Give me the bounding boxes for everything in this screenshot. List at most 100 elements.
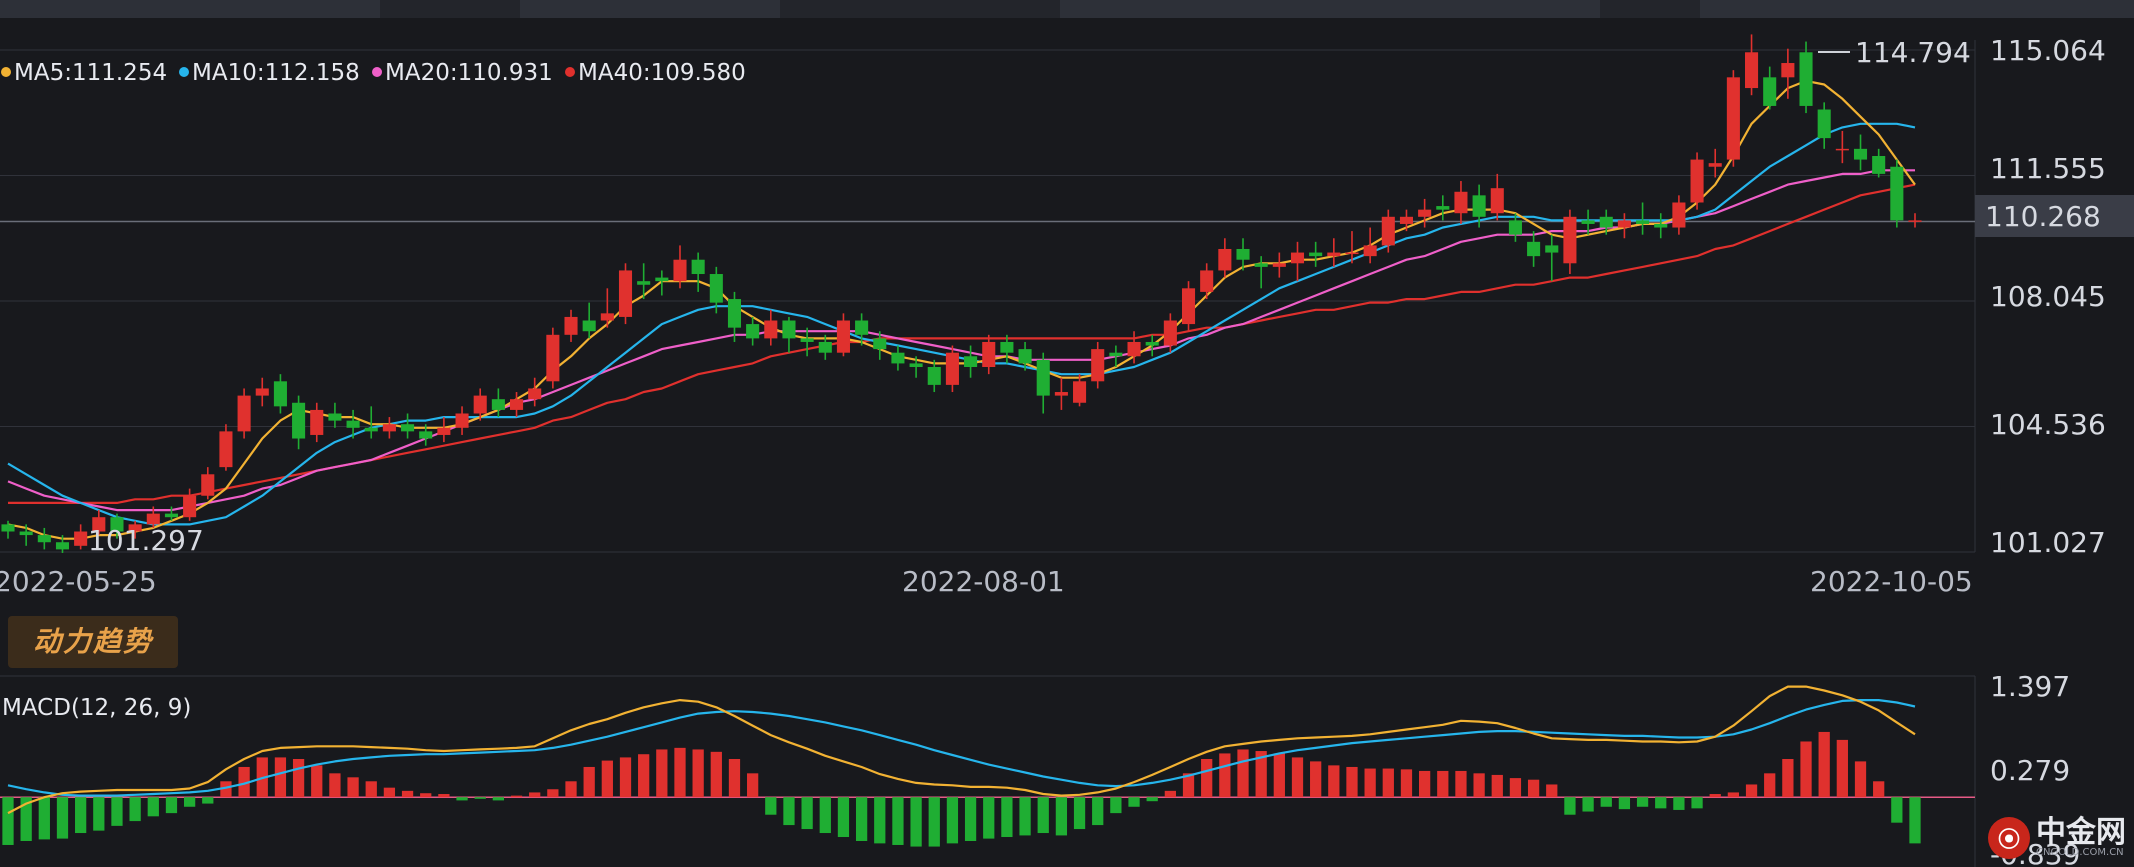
macd-bar — [1727, 792, 1740, 798]
macd-bar — [274, 757, 287, 798]
candle-body — [891, 352, 905, 364]
ma20-line — [7, 169, 1915, 512]
macd-bar — [474, 797, 486, 799]
macd-bar — [1328, 765, 1340, 798]
candle-body — [1236, 248, 1250, 260]
candle-body — [310, 409, 324, 435]
macd-bar — [1636, 797, 1649, 807]
candle-body — [1399, 216, 1414, 224]
macd-bar — [1164, 790, 1176, 798]
candle-body — [346, 420, 360, 428]
ma5-polyline — [7, 79, 1916, 540]
candle-body — [1781, 63, 1795, 78]
macd-bar — [1509, 778, 1522, 798]
candle-body — [836, 320, 850, 353]
candle-body — [1835, 148, 1849, 151]
candle-body — [1036, 359, 1050, 396]
candle-body — [655, 277, 669, 282]
candle-body — [491, 399, 505, 410]
candle-body — [1672, 202, 1686, 228]
candle-body — [1181, 288, 1196, 325]
macd-bar — [1346, 766, 1358, 798]
macd-bar — [819, 797, 831, 834]
candle-body — [455, 413, 469, 428]
macd-bar — [311, 765, 323, 798]
candle-body — [128, 524, 142, 532]
candle-body — [419, 431, 433, 439]
macd-bar — [638, 754, 650, 798]
macd-bar — [1310, 761, 1322, 798]
candle-body — [782, 320, 796, 339]
ma-legend: MA5:111.254 MA10:112.158 MA20:110.931 MA… — [1, 60, 746, 86]
candle-body — [237, 395, 251, 432]
candle-body — [1272, 263, 1286, 267]
candle-body — [1599, 216, 1613, 228]
date-axis: 2022-05-25 2022-08-01 2022-10-05 — [0, 565, 1973, 598]
macd-bar — [1691, 797, 1703, 809]
candle-body — [873, 338, 887, 350]
logo-name: 中金网 — [2036, 815, 2126, 850]
macd-bar — [238, 766, 250, 798]
candle-body — [1418, 209, 1432, 217]
candle-body — [164, 513, 178, 518]
top-tab[interactable] — [1700, 0, 2134, 18]
candlestick-series — [1, 34, 1922, 553]
macd-bar — [1437, 770, 1449, 798]
macd-title: MACD(12, 26, 9) — [2, 695, 191, 721]
macd-bar — [765, 797, 777, 815]
macd-bar — [1527, 779, 1540, 798]
candle-body — [1290, 252, 1305, 264]
candle-body — [964, 356, 978, 367]
macd-bar — [1001, 797, 1013, 838]
candle-body — [1853, 148, 1868, 160]
macd-bar — [1782, 758, 1794, 798]
ma5-dot — [1, 67, 11, 77]
y-tick-label: 104.536 — [1990, 408, 2106, 441]
low-annotation-label: 101.297 — [88, 524, 204, 557]
candle-body — [110, 517, 124, 532]
top-tab-bar — [0, 0, 2134, 18]
candle-body — [401, 424, 415, 432]
macd-bar — [129, 797, 141, 822]
candle-body — [1763, 77, 1777, 106]
top-tab[interactable] — [520, 0, 780, 18]
ma40-dot — [565, 67, 575, 77]
candle-body — [1563, 216, 1577, 264]
candle-body — [146, 513, 160, 525]
macd-bar — [456, 797, 468, 801]
candle-body — [1708, 163, 1722, 167]
momentum-indicator-badge[interactable]: 动力趋势 — [8, 616, 178, 668]
macd-bar — [510, 795, 523, 798]
macd-bar — [1110, 797, 1122, 814]
price-axis: 115.064 111.555 108.045 104.536 101.027 — [1990, 34, 2106, 559]
macd-bar — [1854, 761, 1867, 798]
candle-body — [1472, 195, 1486, 217]
candle-body — [945, 352, 959, 385]
macd-y-tick-label: 0.279 — [1990, 754, 2070, 787]
top-tab[interactable] — [0, 0, 380, 18]
candle-body — [1799, 52, 1813, 106]
macd-bar — [183, 797, 196, 807]
macd-bar — [202, 797, 214, 804]
macd-bar — [1255, 751, 1267, 798]
candle-body — [982, 341, 996, 367]
macd-bar — [1891, 797, 1903, 823]
candle-body — [1000, 341, 1014, 353]
candle-body — [219, 431, 233, 468]
macd-bar — [1673, 797, 1685, 810]
logo-domain: CNGOLD.COM.CN — [2036, 847, 2124, 858]
macd-y-tick-label: 1.397 — [1990, 670, 2070, 703]
macd-bar — [93, 797, 105, 831]
x-tick-label: 2022-05-25 — [0, 565, 157, 598]
macd-bar — [1800, 741, 1812, 798]
candle-body — [746, 324, 760, 339]
top-tab[interactable] — [1060, 0, 1600, 18]
y-tick-label: 115.064 — [1990, 34, 2106, 67]
candle-body — [364, 427, 378, 432]
ma40-polyline — [8, 183, 1916, 504]
candle-body — [1490, 188, 1504, 214]
candle-body — [19, 531, 33, 536]
macd-bar — [1019, 797, 1031, 836]
macd-bar — [220, 781, 232, 798]
macd-dea-line — [7, 698, 1916, 797]
